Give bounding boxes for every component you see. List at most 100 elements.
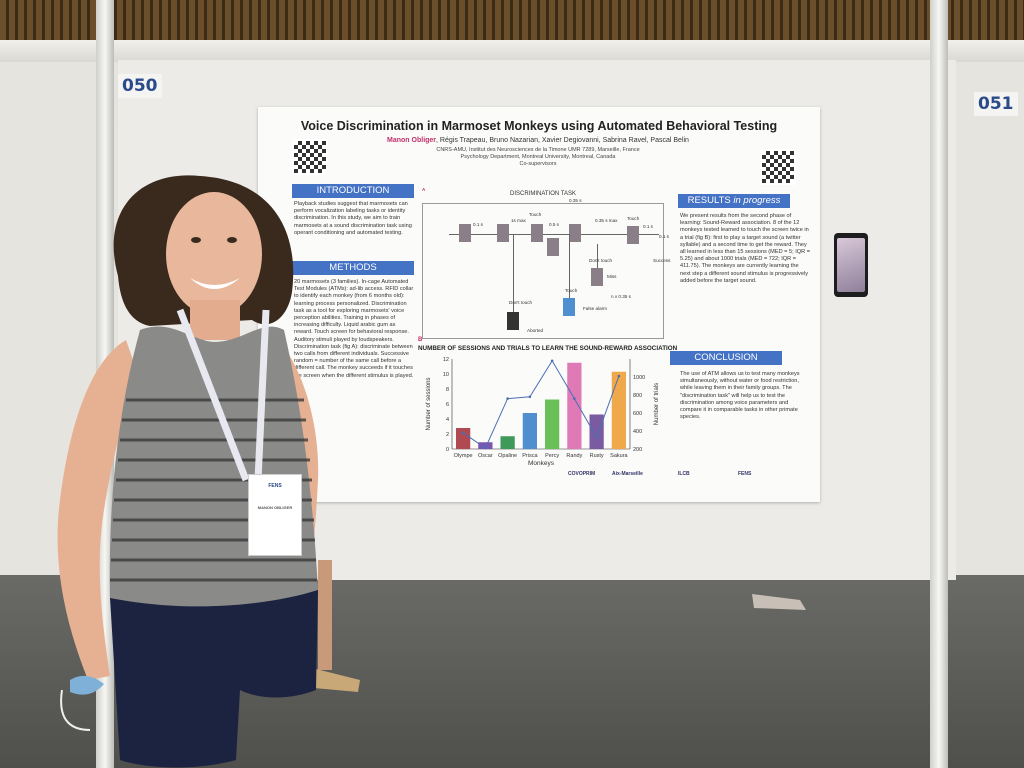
- badge-logo: FENS: [268, 483, 282, 489]
- x-axis-label: Monkeys: [528, 460, 555, 467]
- timing-label: 0.1 s: [659, 234, 669, 239]
- step-block-aborted: [507, 312, 519, 330]
- phone: [834, 233, 868, 297]
- phone-screen: [837, 238, 865, 292]
- trials-point: [573, 397, 576, 400]
- step-block: [569, 224, 581, 242]
- timing-label: 0.1 s: [643, 224, 653, 229]
- y2-tick-label: 1000: [633, 375, 645, 381]
- step-block: [459, 224, 471, 242]
- branch-line: [569, 234, 570, 298]
- y-tick-label: 8: [446, 387, 449, 393]
- x-tick-label: Rusty: [590, 453, 604, 459]
- x-tick-label: Prisca: [522, 453, 538, 459]
- x-tick-label: Olympe: [454, 453, 473, 459]
- results-heading: RESULTS in progress: [678, 194, 790, 208]
- bar: [456, 428, 471, 449]
- event-label: Touch: [627, 216, 640, 221]
- y-tick-label: 4: [446, 417, 449, 423]
- bar: [478, 442, 493, 449]
- outcome-label: Aborted: [527, 328, 544, 333]
- results-heading-main: RESULTS: [687, 195, 731, 206]
- figure-a-label: A: [422, 187, 426, 192]
- step-block: [627, 226, 639, 244]
- trials-point: [528, 395, 532, 399]
- figure-a-title: DISCRIMINATION TASK: [509, 191, 576, 197]
- step-block: [547, 238, 559, 256]
- bar: [545, 399, 560, 449]
- y-tick-label: 12: [443, 357, 449, 363]
- booth-number-left: 050: [118, 74, 162, 98]
- chart-canvas: 0 2 4 6 8 10 12 200 400 600 800 1000 Olympe Oscar Opal…: [426, 357, 660, 467]
- bar: [567, 362, 582, 449]
- right-pole: [930, 0, 948, 768]
- trials-point: [550, 359, 554, 363]
- trials-line: [462, 359, 620, 449]
- affiliation-1: CNRS-AMU, Institut des Neurosciences de …: [436, 147, 640, 153]
- logo-ilcb: ILCB: [678, 471, 690, 477]
- y-tick-label: 0: [446, 447, 449, 453]
- x-tick-label: Randy: [566, 453, 582, 459]
- event-label: Touch: [529, 212, 542, 217]
- y-tick-label: 2: [446, 432, 449, 438]
- x-tick-label: Opaline: [498, 453, 517, 459]
- step-block: [497, 224, 509, 242]
- figure-b-chart: B NUMBER OF SESSIONS AND TRIALS TO LEARN…: [418, 337, 678, 473]
- event-label: Don't touch: [589, 258, 613, 263]
- y-tick-label: 10: [443, 372, 449, 378]
- flow-line: [449, 234, 659, 235]
- step-block-false-alarm: [563, 298, 575, 316]
- timing-label: 0.35 s: [569, 198, 582, 203]
- logo-aix-marseille: Aix-Marseille: [612, 471, 643, 477]
- timing-label: n x 0.35 s: [611, 294, 631, 299]
- affiliation-2: Psychology Department, Montreal Universi…: [460, 154, 616, 160]
- trials-point: [484, 446, 487, 450]
- bar: [589, 414, 604, 449]
- timing-label: 0.5 s: [549, 222, 559, 227]
- timing-label: 0.1 s: [473, 222, 483, 227]
- x-tick-label: Oscar: [478, 453, 493, 459]
- booth-number-right: 051: [974, 92, 1018, 116]
- timing-label: 1s max: [511, 218, 526, 223]
- co-authors: , Régis Trapeau, Bruno Nazarian, Xavier …: [436, 137, 689, 144]
- logo-strip: COVOPRIM Aix-Marseille ILCB FENS: [568, 471, 808, 485]
- results-text: We present results from the second phase…: [680, 213, 810, 284]
- results-heading-suffix: in progress: [733, 195, 781, 206]
- affiliation-3: Co-supervisors: [519, 161, 557, 167]
- qr-code-left-icon: [292, 139, 328, 175]
- conclusion-heading: CONCLUSION: [670, 351, 782, 365]
- x-tick-label: Sakura: [610, 453, 628, 459]
- y2-tick-label: 800: [633, 393, 642, 399]
- introduction-text: Playback studies suggest that marmosets …: [294, 201, 412, 236]
- event-label: Don't touch: [509, 300, 533, 305]
- top-beam: [0, 40, 1024, 62]
- y-axis-label: Number of sessions: [426, 377, 432, 430]
- outcome-label: Success: [653, 258, 671, 263]
- methods-heading: METHODS: [292, 261, 414, 275]
- y-tick-label: 6: [446, 402, 449, 408]
- trials-point: [461, 431, 465, 435]
- x-tick-label: Percy: [545, 453, 559, 459]
- figure-a-discrimination-task: A DISCRIMINATION TASK 0.1 s 1s max Touch: [418, 187, 670, 339]
- chart-title: NUMBER OF SESSIONS AND TRIALS TO LEARN T…: [418, 345, 678, 352]
- event-label: Touch: [565, 288, 578, 293]
- branch-line: [513, 234, 514, 312]
- bar: [500, 436, 515, 449]
- poster-authors: Manon Obliger, Régis Trapeau, Bruno Naza…: [328, 137, 748, 144]
- poster-title: Voice Discrimination in Marmoset Monkeys…: [300, 119, 778, 133]
- logo-covoprim: COVOPRIM: [568, 471, 596, 477]
- name-badge: FENS MANON OBLIGER: [248, 474, 302, 556]
- trials-point: [506, 397, 509, 400]
- timing-label: 0.35 s max: [595, 218, 618, 223]
- introduction-heading: INTRODUCTION: [292, 184, 414, 198]
- step-block: [531, 224, 543, 242]
- logo-fens: FENS: [738, 471, 752, 477]
- trials-point: [595, 436, 598, 439]
- figure-a-frame: 0.1 s 1s max Touch 0.5 s 0.35 s 0.35 s m…: [422, 198, 670, 339]
- research-poster: Voice Discrimination in Marmoset Monkeys…: [258, 107, 820, 502]
- outcome-label: Miss: [607, 274, 617, 279]
- lead-author: Manon Obliger: [387, 137, 437, 144]
- bar: [522, 413, 537, 449]
